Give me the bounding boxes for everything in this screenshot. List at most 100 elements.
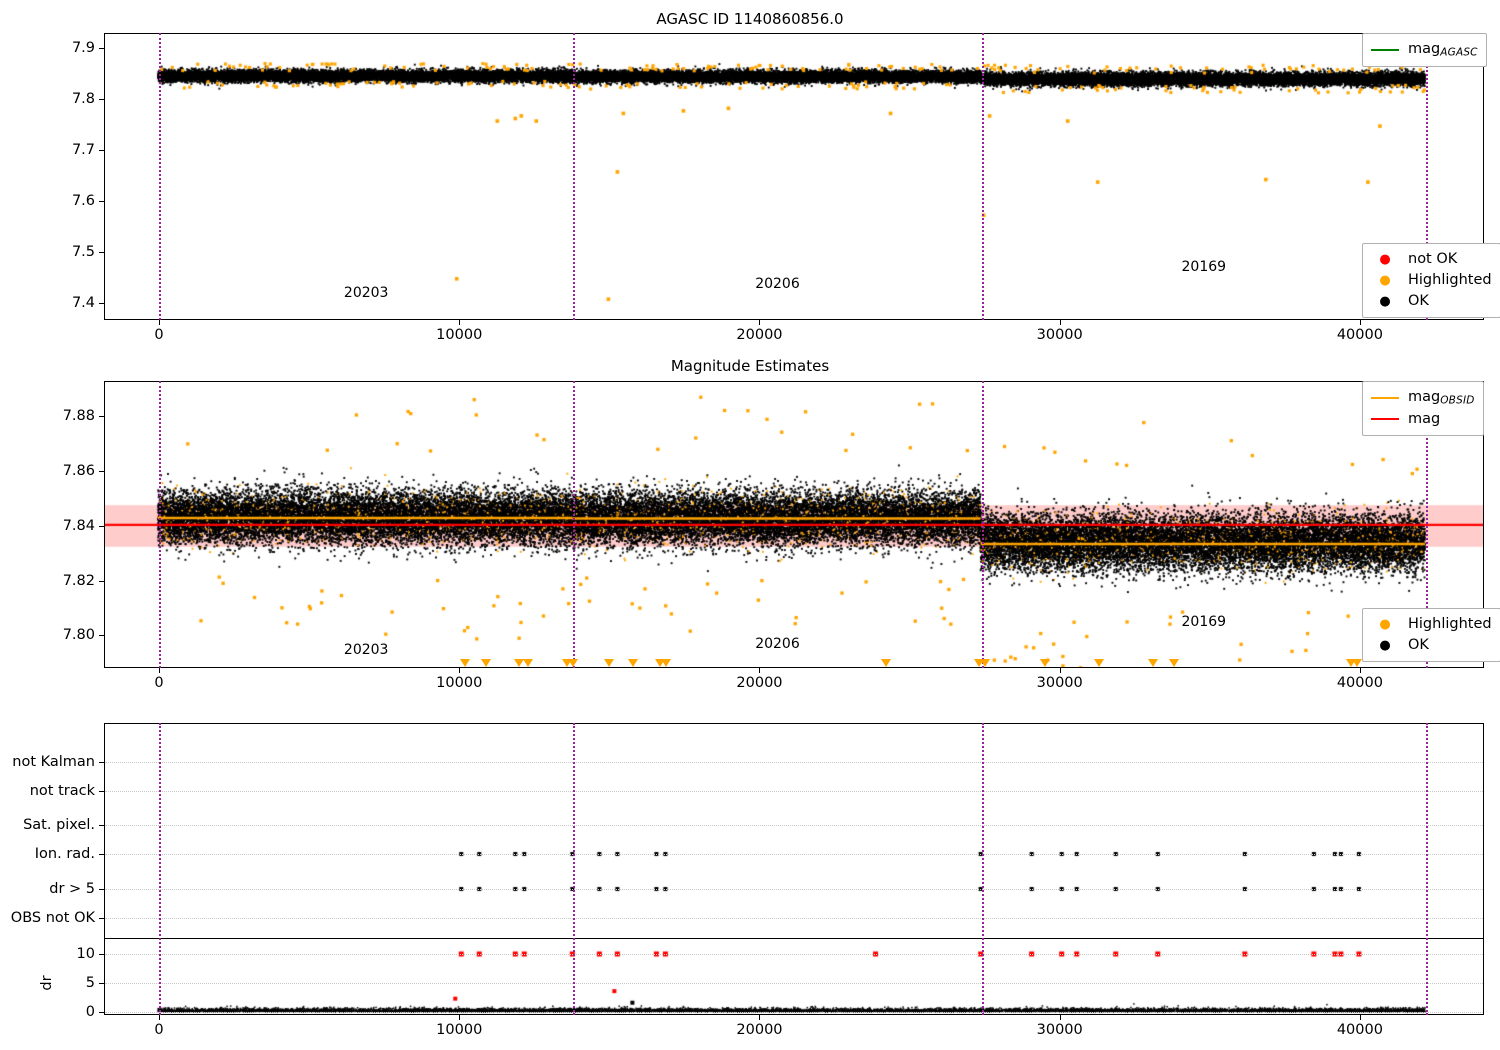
y-tick-label: 7.84 bbox=[62, 517, 95, 534]
flag-row-label: Ion. rad. bbox=[34, 846, 95, 862]
obsid-divider-line bbox=[159, 33, 162, 320]
x-tick-label: 10000 bbox=[436, 327, 483, 343]
clipped-point-marker bbox=[460, 659, 471, 667]
legend-line-swatch bbox=[1371, 396, 1399, 399]
dr-tick-label: 5 bbox=[85, 975, 95, 991]
x-tick-label: 40000 bbox=[1336, 675, 1383, 691]
y-tick-label: 7.80 bbox=[62, 627, 95, 644]
clipped-point-marker bbox=[562, 659, 573, 667]
y-tick-mark bbox=[99, 525, 104, 527]
flag-row-gridline bbox=[105, 854, 1483, 855]
legend-label: Highlighted bbox=[1408, 616, 1492, 632]
flag-row-tick bbox=[99, 889, 104, 890]
x-tick-mark bbox=[759, 320, 761, 325]
clipped-point-marker bbox=[514, 659, 525, 667]
flag-row-tick bbox=[99, 854, 104, 855]
flag-row-gridline bbox=[105, 918, 1483, 919]
y-tick-label: 7.4 bbox=[71, 294, 95, 311]
y-tick-mark bbox=[99, 99, 104, 101]
middle-panel-legend-mag-lines[interactable]: magOBSID mag bbox=[1362, 381, 1484, 436]
bottom-panel-plot-area bbox=[105, 724, 1483, 1014]
clipped-point-marker bbox=[1351, 659, 1362, 667]
flag-row-gridline bbox=[105, 889, 1483, 890]
legend-label: not OK bbox=[1408, 251, 1458, 267]
x-tick-mark bbox=[1059, 668, 1061, 673]
flag-row-label: not track bbox=[29, 783, 95, 799]
x-tick-mark bbox=[459, 320, 461, 325]
flag-row-label: Sat. pixel. bbox=[23, 817, 95, 833]
flag-row-gridline bbox=[105, 762, 1483, 763]
clipped-point-marker bbox=[1147, 659, 1158, 667]
x-tick-mark bbox=[159, 320, 161, 325]
y-tick-mark bbox=[99, 150, 104, 152]
obsid-divider-line bbox=[981, 381, 984, 668]
obsid-divider-line bbox=[573, 33, 576, 320]
x-tick-label: 30000 bbox=[1036, 675, 1083, 691]
obsid-annotation: 20203 bbox=[343, 641, 389, 658]
x-tick-mark bbox=[1059, 320, 1061, 325]
legend-dot-swatch: ● bbox=[1379, 617, 1391, 632]
x-tick-mark bbox=[1359, 668, 1361, 673]
obsid-annotation: 20206 bbox=[755, 636, 800, 653]
y-tick-mark bbox=[99, 580, 104, 582]
x-tick-label: 40000 bbox=[1336, 327, 1383, 343]
y-tick-label: 7.9 bbox=[71, 40, 95, 57]
top-panel-legend-mag-agasc[interactable]: magAGASC bbox=[1362, 33, 1487, 67]
x-tick-mark bbox=[159, 1015, 161, 1020]
clipped-point-marker bbox=[523, 659, 534, 667]
x-tick-mark bbox=[759, 1015, 761, 1020]
clipped-point-marker bbox=[481, 659, 492, 667]
dr-tick-mark bbox=[99, 954, 104, 955]
x-tick-label: 0 bbox=[154, 1022, 164, 1038]
flag-row-gridline bbox=[105, 791, 1483, 792]
legend-line-swatch bbox=[1371, 48, 1399, 51]
x-tick-label: 20000 bbox=[736, 675, 783, 691]
obsid-annotation: 20203 bbox=[343, 284, 389, 301]
x-tick-mark bbox=[1359, 1015, 1361, 1020]
legend-row: ● OK bbox=[1371, 635, 1492, 656]
y-tick-label: 7.7 bbox=[71, 142, 95, 159]
dr-axis-label: dr bbox=[39, 975, 55, 991]
legend-dot-swatch: ● bbox=[1379, 638, 1391, 654]
obsid-divider-line bbox=[1425, 723, 1428, 1015]
y-tick-mark bbox=[99, 251, 104, 253]
legend-label-subscript: OBSID bbox=[1440, 394, 1475, 407]
obsid-divider-line bbox=[1425, 33, 1428, 320]
legend-label: mag bbox=[1408, 410, 1441, 427]
top-panel bbox=[104, 33, 1484, 320]
top-panel-legend-quality[interactable]: ● not OK ● Highlighted ● OK bbox=[1362, 243, 1500, 319]
clipped-point-marker bbox=[628, 659, 639, 667]
x-tick-mark bbox=[759, 668, 761, 673]
middle-panel-legend-quality[interactable]: ● Highlighted ● OK bbox=[1362, 608, 1500, 663]
obsid-annotation: 20169 bbox=[1181, 614, 1227, 631]
bottom-panel bbox=[104, 723, 1484, 1015]
x-tick-mark bbox=[459, 668, 461, 673]
dr-tick-mark bbox=[99, 983, 104, 984]
flag-row-label: dr > 5 bbox=[49, 881, 95, 897]
clipped-point-marker bbox=[1039, 659, 1050, 667]
flag-row-label: not Kalman bbox=[12, 754, 95, 770]
x-tick-label: 30000 bbox=[1036, 1022, 1083, 1038]
flag-row-tick bbox=[99, 825, 104, 826]
legend-dot-swatch: ● bbox=[1379, 273, 1391, 289]
clipped-point-marker bbox=[973, 659, 984, 667]
dr-tick-label: 0 bbox=[85, 1004, 95, 1020]
legend-dot-swatch: ● bbox=[1379, 252, 1391, 267]
dr-gridline bbox=[105, 954, 1483, 955]
legend-label: OK bbox=[1408, 293, 1429, 310]
obsid-divider-line bbox=[159, 723, 162, 1015]
obsid-annotation: 20206 bbox=[755, 275, 800, 292]
legend-row: magOBSID bbox=[1371, 387, 1475, 409]
x-tick-label: 10000 bbox=[436, 675, 483, 691]
bottom-panel-flags-scatter bbox=[105, 724, 1483, 1014]
flag-row-label: OBS not OK bbox=[10, 910, 95, 926]
obsid-divider-line bbox=[1425, 381, 1428, 668]
legend-label: magAGASC bbox=[1408, 41, 1478, 59]
dr-axis-separator bbox=[105, 938, 1483, 939]
legend-row: magAGASC bbox=[1371, 39, 1478, 61]
y-tick-label: 7.88 bbox=[62, 408, 95, 425]
x-tick-label: 0 bbox=[154, 327, 164, 343]
top-panel-title: AGASC ID 1140860856.0 bbox=[656, 10, 844, 28]
clipped-point-marker bbox=[655, 659, 666, 667]
middle-panel-title: Magnitude Estimates bbox=[670, 357, 830, 375]
